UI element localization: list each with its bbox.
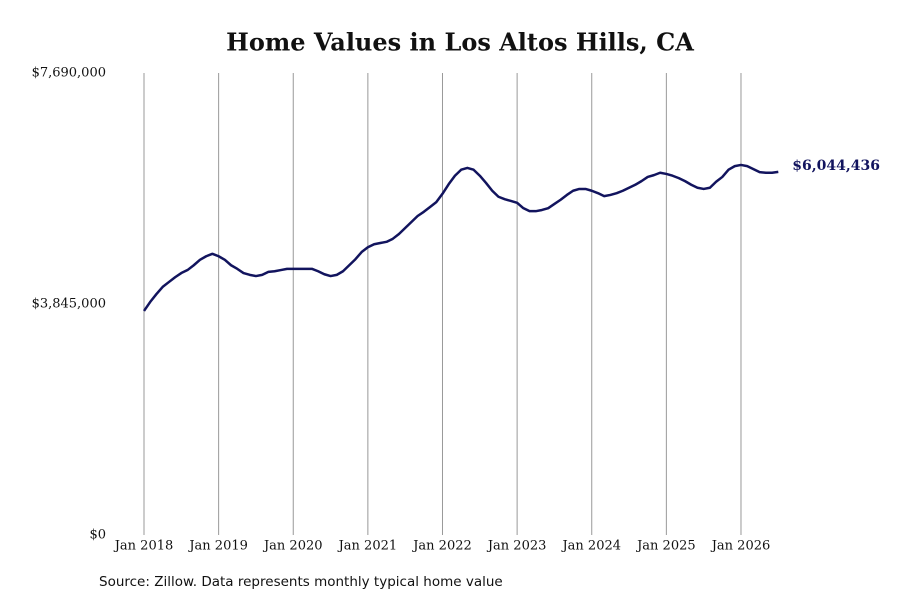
y-tick-label: $0 — [89, 528, 106, 543]
source-note: Source: Zillow. Data represents monthly … — [99, 574, 503, 590]
x-tick-label: Jan 2024 — [560, 539, 621, 554]
x-tick-label: Jan 2019 — [187, 539, 248, 554]
x-tick-label: Jan 2022 — [411, 539, 472, 554]
x-tick-label: Jan 2023 — [486, 539, 547, 554]
line-series — [142, 163, 779, 312]
x-tick-label: Jan 2025 — [635, 539, 696, 554]
y-tick-label: $7,690,000 — [32, 66, 106, 81]
x-tick-label: Jan 2018 — [113, 539, 174, 554]
x-tick-label: Jan 2021 — [337, 539, 398, 554]
chart-title: Home Values in Los Altos Hills, CA — [226, 28, 694, 57]
x-tick-label: Jan 2020 — [262, 539, 323, 554]
end-value-label: $6,044,436 — [792, 158, 880, 174]
y-tick-label: $3,845,000 — [32, 297, 106, 312]
x-tick-label: Jan 2026 — [710, 539, 771, 554]
